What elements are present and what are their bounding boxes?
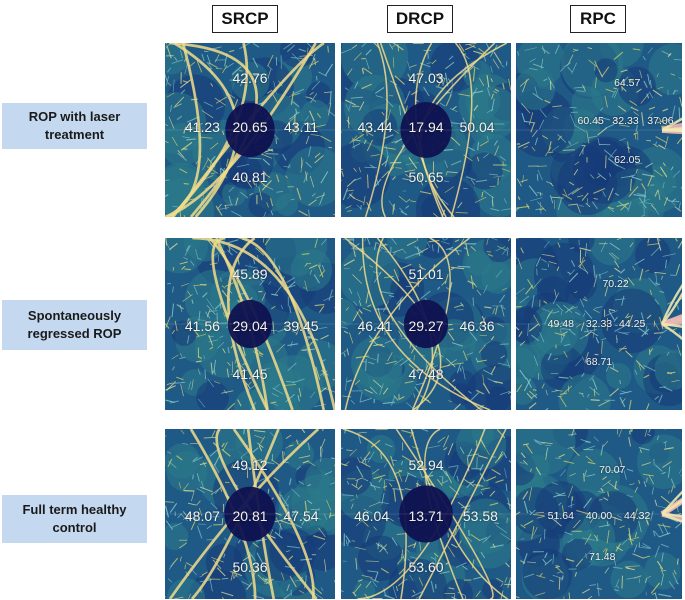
oct-texture <box>341 429 511 599</box>
value-bottom: 40.81 <box>232 168 268 185</box>
value-right: 39.45 <box>283 317 319 334</box>
oct-texture <box>165 43 335 217</box>
row-label-control: Full term healthy control <box>2 495 147 543</box>
oct-panel-laser-drcp: 47.03 43.44 17.94 50.04 50.65 <box>341 43 511 217</box>
value-bottom: 41.45 <box>232 365 268 382</box>
value-top: 70.22 <box>602 278 629 291</box>
column-header-drcp: DRCP <box>387 5 453 33</box>
value-left: 46.41 <box>357 317 393 334</box>
value-right: 46.36 <box>459 317 495 334</box>
value-top: 51.01 <box>408 266 444 283</box>
oct-panel-control-srcp: 49.12 48.07 20.81 47.54 50.36 <box>165 429 335 599</box>
value-right: 44.25 <box>619 318 646 330</box>
value-left: 60.45 <box>577 115 604 128</box>
oct-panel-control-rpc: 70.07 51.64 40.00 44.32 71.48 <box>516 429 682 599</box>
oct-panel-spontaneous-rpc: 70.22 49.48 32.33 44.25 68.71 <box>516 238 682 410</box>
oct-texture <box>165 429 335 599</box>
value-center: 32.33 <box>585 318 613 330</box>
value-center: 13.71 <box>408 507 444 524</box>
value-right: 53.58 <box>462 507 498 524</box>
value-bottom: 47.48 <box>408 365 444 382</box>
value-bottom: 68.71 <box>585 355 613 368</box>
value-right: 47.54 <box>283 507 319 524</box>
value-right: 44.32 <box>624 509 651 522</box>
value-top: 47.03 <box>408 69 444 86</box>
oct-panel-laser-rpc: 64.57 60.45 32.33 37.06 62.05 <box>516 43 682 217</box>
value-bottom: 71.48 <box>589 550 616 563</box>
value-center: 40.00 <box>585 509 613 522</box>
value-center: 20.81 <box>232 507 268 524</box>
oct-texture <box>516 429 682 599</box>
value-left: 43.44 <box>357 118 393 135</box>
oct-panel-laser-srcp: 42.76 41.23 20.65 43.11 40.81 <box>165 43 335 217</box>
value-bottom: 50.65 <box>408 168 444 185</box>
value-center: 20.65 <box>232 118 268 135</box>
oct-texture <box>341 238 511 410</box>
value-center: 17.94 <box>408 118 444 135</box>
value-top: 52.94 <box>408 456 444 473</box>
oct-panel-spontaneous-srcp: 45.89 41.56 29.04 39.45 41.45 <box>165 238 335 410</box>
value-top: 64.57 <box>614 77 641 90</box>
value-left: 46.04 <box>354 507 390 524</box>
value-right: 43.11 <box>284 118 318 135</box>
oct-panel-spontaneous-drcp: 51.01 46.41 29.27 46.36 47.48 <box>341 238 511 410</box>
value-left: 51.64 <box>547 509 574 522</box>
oct-texture <box>165 238 335 410</box>
value-right: 50.04 <box>459 118 495 135</box>
value-bottom: 62.05 <box>614 153 641 166</box>
value-left: 41.56 <box>184 317 220 334</box>
column-header-srcp: SRCP <box>212 5 278 33</box>
value-center: 32.33 <box>612 115 639 128</box>
value-bottom: 50.36 <box>232 558 268 575</box>
value-left: 49.48 <box>547 318 574 330</box>
oct-texture <box>516 43 682 217</box>
row-label-laser: ROP with laser treatment <box>2 103 147 149</box>
oct-texture <box>516 238 682 410</box>
value-bottom: 53.60 <box>408 558 444 575</box>
value-center: 29.27 <box>408 317 444 334</box>
value-top: 49.12 <box>232 456 268 473</box>
value-center: 29.04 <box>232 317 268 334</box>
column-header-rpc: RPC <box>570 5 626 33</box>
value-left: 48.07 <box>184 507 220 524</box>
value-left: 41.23 <box>184 118 220 135</box>
oct-texture <box>341 43 511 217</box>
oct-panel-control-drcp: 52.94 46.04 13.71 53.58 53.60 <box>341 429 511 599</box>
value-top: 42.76 <box>232 69 268 86</box>
value-right: 37.06 <box>647 115 674 128</box>
value-top: 70.07 <box>599 463 626 476</box>
row-label-spontaneous: Spontaneously regressed ROP <box>2 300 147 350</box>
value-top: 45.89 <box>232 266 268 283</box>
